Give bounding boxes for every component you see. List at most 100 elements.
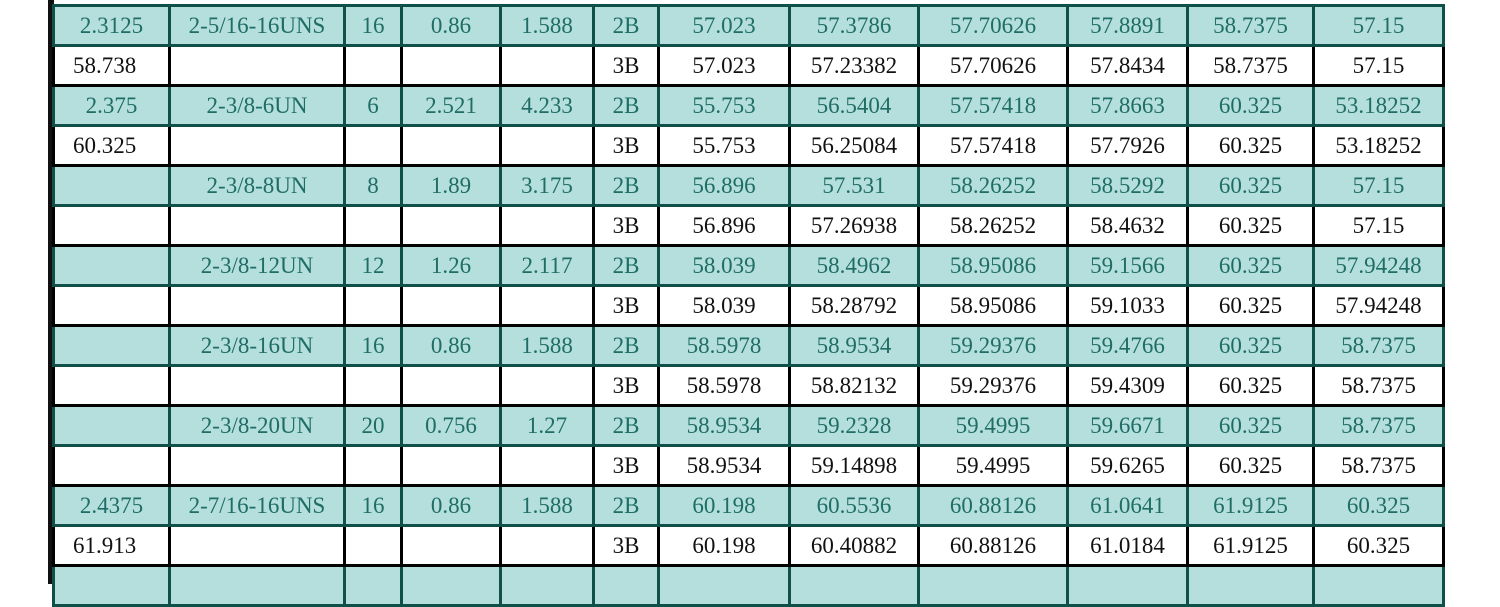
pitch-dia-min-cell: 57.57418 bbox=[917, 84, 1069, 127]
pitch-dia-min-cell: 59.4995 bbox=[917, 404, 1069, 447]
class-cell: 2B bbox=[592, 484, 660, 527]
pitch-dia-min-cell: 59.29376 bbox=[917, 364, 1069, 407]
pitch-dia-max-cell: 59.1566 bbox=[1066, 244, 1189, 287]
tpi-cell bbox=[343, 284, 403, 327]
major-dia-cell: 60.325 bbox=[1186, 244, 1315, 287]
table-row: 2-3/8-12UN 12 1.26 2.117 2B 58.039 58.4962 58.9… bbox=[52, 244, 1445, 287]
minor-dia-min-cell: 57.023 bbox=[657, 4, 791, 47]
table-row: 3B 58.039 58.28792 58.95086 59.1033 60.325 57.… bbox=[52, 284, 1445, 327]
table-row: 3B 58.5978 58.82132 59.29376 59.4309 60.325 58… bbox=[52, 364, 1445, 407]
minor-dia-max-cell: 60.5536 bbox=[788, 484, 920, 527]
length-cell bbox=[499, 444, 595, 487]
value-cell: 60.325 bbox=[1312, 524, 1445, 567]
minor-dia-min-cell: 58.5978 bbox=[657, 364, 791, 407]
minor-dia-min-cell bbox=[657, 564, 791, 607]
value-cell: 60.325 bbox=[1312, 484, 1445, 527]
pitch-dia-max-cell: 61.0641 bbox=[1066, 484, 1189, 527]
minor-dia-max-cell: 59.14898 bbox=[788, 444, 920, 487]
length-cell bbox=[499, 524, 595, 567]
pitch-dia-max-cell: 58.4632 bbox=[1066, 204, 1189, 247]
length-cell: 4.233 bbox=[499, 84, 595, 127]
table-row: 2.3125 2-5/16-16UNS 16 0.86 1.588 2B 57.023 57.… bbox=[52, 4, 1445, 47]
minor-dia-max-cell: 57.531 bbox=[788, 164, 920, 207]
minor-dia-max-cell: 57.23382 bbox=[788, 44, 920, 87]
minor-dia-max-cell: 58.28792 bbox=[788, 284, 920, 327]
thread-dimension-table: 2.3125 2-5/16-16UNS 16 0.86 1.588 2B 57.023 57.… bbox=[52, 4, 1445, 607]
value-cell: 58.7375 bbox=[1312, 404, 1445, 447]
thread-designation-cell bbox=[168, 204, 346, 247]
minor-dia-max-cell: 59.2328 bbox=[788, 404, 920, 447]
minor-dia-min-cell: 60.198 bbox=[657, 524, 791, 567]
pitch-dia-min-cell: 57.70626 bbox=[917, 4, 1069, 47]
minor-dia-min-cell: 58.039 bbox=[657, 244, 791, 287]
value-cell: 57.15 bbox=[1312, 4, 1445, 47]
value-cell bbox=[1312, 564, 1445, 607]
class-cell: 2B bbox=[592, 84, 660, 127]
length-cell: 1.588 bbox=[499, 484, 595, 527]
minor-dia-min-cell: 55.753 bbox=[657, 84, 791, 127]
value-cell: 53.18252 bbox=[1312, 84, 1445, 127]
class-cell: 3B bbox=[592, 524, 660, 567]
length-cell bbox=[499, 204, 595, 247]
table-left-border bbox=[48, 0, 54, 584]
major-dia-cell bbox=[1186, 564, 1315, 607]
size-cell: 60.325 bbox=[52, 124, 171, 167]
minor-dia-max-cell: 58.9534 bbox=[788, 324, 920, 367]
major-dia-cell: 58.7375 bbox=[1186, 4, 1315, 47]
pitch-dia-min-cell: 58.95086 bbox=[917, 284, 1069, 327]
pitch-dia-max-cell: 59.1033 bbox=[1066, 284, 1189, 327]
pitch-dia-max-cell: 57.8663 bbox=[1066, 84, 1189, 127]
minor-dia-max-cell: 60.40882 bbox=[788, 524, 920, 567]
tpi-cell bbox=[343, 524, 403, 567]
thread-designation-cell bbox=[168, 44, 346, 87]
table-row: 3B 56.896 57.26938 58.26252 58.4632 60.325 57.… bbox=[52, 204, 1445, 247]
thread-designation-cell: 2-5/16-16UNS bbox=[168, 4, 346, 47]
pitch-dia-max-cell: 59.6265 bbox=[1066, 444, 1189, 487]
size-cell bbox=[52, 164, 171, 207]
thread-designation-cell: 2-3/8-12UN bbox=[168, 244, 346, 287]
table-row: 61.913 3B 60.198 60.40882 60.88126 61.0184 61.… bbox=[52, 524, 1445, 567]
thread-designation-cell: 2-3/8-16UN bbox=[168, 324, 346, 367]
class-cell: 2B bbox=[592, 244, 660, 287]
tpi-cell bbox=[343, 204, 403, 247]
length-cell bbox=[499, 44, 595, 87]
tpi-cell bbox=[343, 124, 403, 167]
length-cell bbox=[499, 124, 595, 167]
tpi-cell: 16 bbox=[343, 4, 403, 47]
value-cell: 57.15 bbox=[1312, 44, 1445, 87]
minor-dia-min-cell: 58.5978 bbox=[657, 324, 791, 367]
minor-dia-min-cell: 55.753 bbox=[657, 124, 791, 167]
tpi-cell: 6 bbox=[343, 84, 403, 127]
class-cell: 2B bbox=[592, 4, 660, 47]
pitch-cell: 1.26 bbox=[400, 244, 502, 287]
length-cell: 1.588 bbox=[499, 4, 595, 47]
value-cell: 53.18252 bbox=[1312, 124, 1445, 167]
thread-designation-cell: 2-7/16-16UNS bbox=[168, 484, 346, 527]
pitch-dia-max-cell: 59.6671 bbox=[1066, 404, 1189, 447]
thread-designation-cell: 2-3/8-6UN bbox=[168, 84, 346, 127]
size-cell: 58.738 bbox=[52, 44, 171, 87]
minor-dia-min-cell: 58.9534 bbox=[657, 444, 791, 487]
minor-dia-max-cell: 57.3786 bbox=[788, 4, 920, 47]
pitch-dia-min-cell: 58.26252 bbox=[917, 204, 1069, 247]
major-dia-cell: 60.325 bbox=[1186, 364, 1315, 407]
length-cell bbox=[499, 364, 595, 407]
minor-dia-min-cell: 58.9534 bbox=[657, 404, 791, 447]
thread-designation-cell bbox=[168, 284, 346, 327]
pitch-cell bbox=[400, 204, 502, 247]
pitch-dia-max-cell: 58.5292 bbox=[1066, 164, 1189, 207]
pitch-cell: 1.89 bbox=[400, 164, 502, 207]
tpi-cell bbox=[343, 44, 403, 87]
thread-designation-cell bbox=[168, 524, 346, 567]
length-cell: 2.117 bbox=[499, 244, 595, 287]
pitch-dia-min-cell: 58.95086 bbox=[917, 244, 1069, 287]
major-dia-cell: 60.325 bbox=[1186, 164, 1315, 207]
major-dia-cell: 60.325 bbox=[1186, 204, 1315, 247]
major-dia-cell: 60.325 bbox=[1186, 404, 1315, 447]
table-row: 2.4375 2-7/16-16UNS 16 0.86 1.588 2B 60.198 60.… bbox=[52, 484, 1445, 527]
pitch-cell bbox=[400, 44, 502, 87]
pitch-cell bbox=[400, 444, 502, 487]
value-cell: 58.7375 bbox=[1312, 444, 1445, 487]
pitch-cell: 0.86 bbox=[400, 324, 502, 367]
pitch-dia-min-cell: 58.26252 bbox=[917, 164, 1069, 207]
